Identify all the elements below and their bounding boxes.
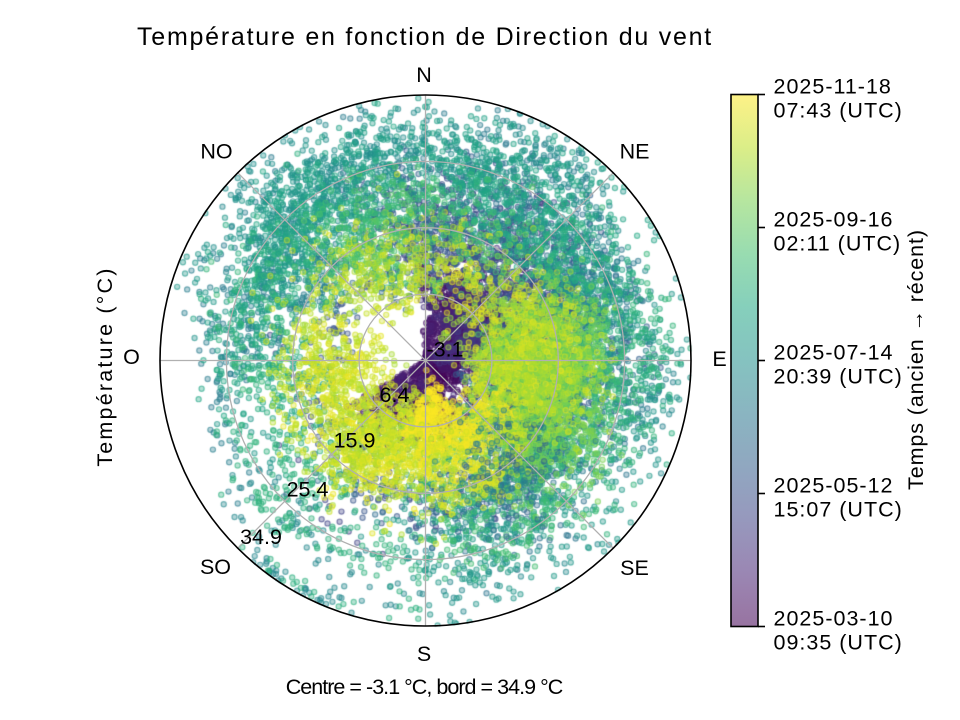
svg-text:20:39 (UTC): 20:39 (UTC): [774, 365, 903, 389]
svg-text:Température (°C): Température (°C): [93, 266, 117, 466]
svg-text:Température en fonction de Dir: Température en fonction de Direction du …: [137, 23, 713, 51]
svg-text:09:35 (UTC): 09:35 (UTC): [774, 631, 903, 655]
svg-text:2025-11-18: 2025-11-18: [774, 75, 892, 99]
svg-text:34.9: 34.9: [240, 525, 282, 549]
svg-text:2025-03-10: 2025-03-10: [774, 607, 894, 631]
svg-text:SO: SO: [200, 555, 231, 579]
svg-text:6.4: 6.4: [380, 383, 410, 407]
svg-text:N: N: [416, 63, 432, 87]
svg-text:15.9: 15.9: [334, 429, 376, 453]
svg-text:NO: NO: [200, 140, 232, 164]
svg-text:2025-09-16: 2025-09-16: [774, 208, 894, 232]
svg-text:Temps (ancien → récent): Temps (ancien → récent): [904, 229, 928, 490]
svg-text:E: E: [712, 347, 726, 371]
svg-text:15:07 (UTC): 15:07 (UTC): [774, 498, 903, 522]
svg-text:O: O: [123, 345, 140, 369]
svg-text:02:11 (UTC): 02:11 (UTC): [774, 232, 902, 256]
svg-text:2025-07-14: 2025-07-14: [774, 341, 894, 365]
svg-text:NE: NE: [620, 140, 650, 164]
svg-text:-3.1: -3.1: [426, 338, 463, 362]
svg-text:S: S: [417, 642, 431, 666]
svg-text:SE: SE: [620, 556, 649, 580]
svg-text:2025-05-12: 2025-05-12: [774, 474, 894, 498]
svg-text:07:43 (UTC): 07:43 (UTC): [774, 99, 903, 123]
svg-text:Centre = -3.1 °C, bord = 34.9: Centre = -3.1 °C, bord = 34.9 °C: [286, 675, 563, 699]
svg-text:25.4: 25.4: [287, 478, 329, 502]
